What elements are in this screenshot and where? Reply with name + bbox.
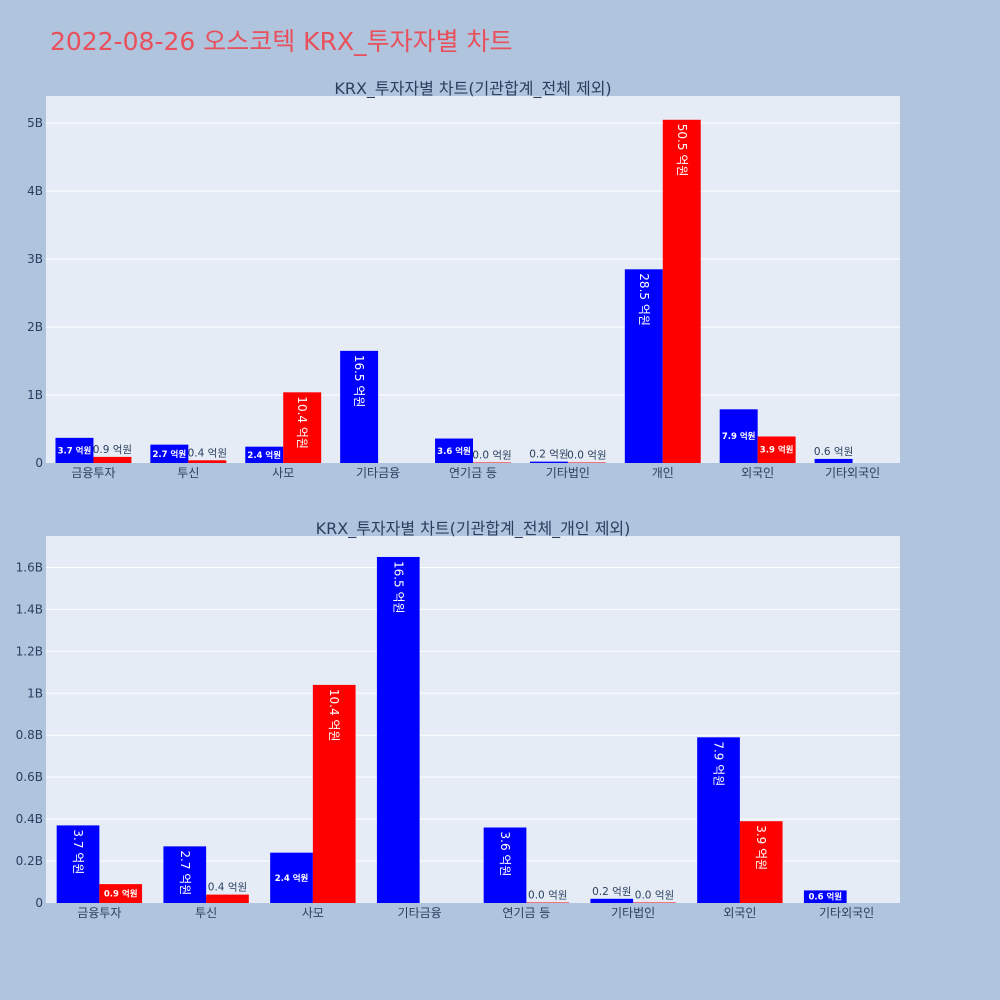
bar-buy	[590, 898, 634, 903]
data-label: 2.4 억원	[275, 873, 309, 884]
y-tick-label: 1B	[27, 686, 43, 700]
x-tick-label: 외국인	[741, 466, 774, 480]
x-tick-label: 금융투자	[77, 906, 121, 920]
y-tick-label: 0	[35, 456, 43, 470]
bar-sell	[312, 684, 356, 903]
x-tick-label: 기타외국인	[825, 466, 880, 480]
data-label: 2.4 억원	[247, 450, 281, 461]
data-label: 10.4 억원	[295, 396, 309, 449]
x-tick-label: 사모	[272, 466, 294, 480]
bar-sell	[206, 894, 249, 903]
data-label: 0.6 억원	[814, 446, 853, 458]
data-label: 0.9 억원	[104, 889, 138, 900]
data-label: 7.9 억원	[722, 431, 756, 442]
x-tick-label: 기타외국인	[819, 906, 874, 920]
y-tick-label: 1B	[27, 388, 43, 402]
bar-sell	[188, 460, 227, 463]
bar-buy	[163, 846, 207, 903]
data-label: 3.6 억원	[437, 446, 471, 457]
bar-sell	[473, 462, 511, 463]
y-tick-label: 3B	[27, 252, 43, 266]
bar-sell	[567, 462, 606, 463]
bar-sell	[99, 884, 143, 903]
data-label: 7.9 억원	[712, 741, 726, 786]
x-tick-label: 기타금융	[398, 906, 442, 920]
bar-buy	[435, 438, 473, 463]
x-tick-label: 외국인	[723, 906, 756, 920]
data-label: 0.0 억원	[635, 890, 674, 902]
y-tick-label: 5B	[27, 116, 43, 130]
data-label: 0.2 억원	[592, 886, 631, 898]
chart-title: KRX_투자자별 차트(기관합계_전체 제외)	[334, 79, 611, 99]
x-tick-label: 개인	[652, 466, 674, 480]
bar-buy	[483, 827, 527, 903]
x-tick-label: 투신	[195, 906, 217, 920]
bar-buy	[245, 446, 284, 463]
y-tick-label: 1.4B	[16, 602, 43, 616]
data-label: 10.4 억원	[327, 689, 341, 742]
bar-sell	[283, 392, 322, 463]
y-tick-label: 0.2B	[16, 854, 43, 868]
data-label: 3.9 억원	[760, 445, 794, 456]
data-label: 3.6 억원	[498, 832, 512, 877]
data-label: 2.7 억원	[178, 850, 192, 895]
bar-sell	[526, 902, 570, 903]
data-label: 3.9 억원	[754, 825, 768, 870]
bar-sell	[739, 821, 783, 903]
data-label: 0.6 억원	[808, 892, 842, 903]
data-label: 3.7 억원	[71, 829, 85, 874]
bar-buy	[719, 409, 758, 463]
bar-buy	[376, 556, 420, 903]
data-label: 0.0 억원	[528, 890, 567, 902]
y-tick-label: 1.2B	[16, 644, 43, 658]
plot-area	[46, 96, 900, 463]
bar-buy	[340, 350, 379, 463]
bar-buy	[803, 890, 847, 903]
x-tick-label: 연기금 등	[502, 906, 550, 920]
x-tick-label: 사모	[302, 906, 324, 920]
chart-title: KRX_투자자별 차트(기관합계_전체_개인 제외)	[316, 519, 631, 539]
data-label: 0.0 억원	[567, 450, 606, 462]
x-tick-label: 기타법인	[546, 466, 590, 480]
bar-buy	[150, 444, 189, 463]
page-title: 2022-08-26 오스코텍 KRX_투자자별 차트	[50, 27, 513, 56]
y-tick-label: 4B	[27, 184, 43, 198]
bar-sell	[662, 119, 701, 463]
y-tick-label: 1.6B	[16, 560, 43, 574]
data-label: 0.9 억원	[93, 444, 132, 456]
data-label: 2.7 억원	[153, 449, 187, 460]
y-tick-label: 0.4B	[16, 812, 43, 826]
bar-buy	[624, 269, 663, 463]
data-label: 0.0 억원	[472, 450, 511, 462]
x-tick-label: 투신	[177, 466, 199, 480]
bar-buy	[814, 458, 853, 463]
data-label: 50.5 억원	[675, 124, 689, 177]
data-label: 0.4 억원	[208, 882, 247, 894]
x-tick-label: 기타법인	[611, 906, 655, 920]
bar-sell	[633, 902, 676, 903]
data-label: 16.5 억원	[391, 561, 405, 614]
data-label: 28.5 억원	[637, 273, 651, 326]
y-tick-label: 0	[35, 896, 43, 910]
chart-top: KRX_투자자별 차트(기관합계_전체 제외) 0 1B 2B 3B 4B 5B 금융투자 3.…	[27, 79, 900, 480]
data-label: 3.7 억원	[58, 445, 92, 456]
y-tick-label: 2B	[27, 320, 43, 334]
data-label: 0.4 억원	[188, 447, 227, 459]
x-tick-label: 연기금 등	[449, 466, 497, 480]
bar-buy	[56, 825, 100, 903]
bar-buy	[270, 852, 313, 903]
bar-sell	[93, 456, 132, 463]
bar-buy	[529, 461, 568, 463]
data-label: 0.2 억원	[529, 449, 568, 461]
bar-buy	[697, 737, 740, 903]
x-tick-label: 기타금융	[356, 466, 400, 480]
y-tick-label: 0.6B	[16, 770, 43, 784]
bar-buy	[55, 437, 94, 463]
y-tick-label: 0.8B	[16, 728, 43, 742]
data-label: 16.5 억원	[352, 355, 366, 408]
bar-sell	[757, 436, 796, 463]
x-tick-label: 금융투자	[71, 466, 115, 480]
